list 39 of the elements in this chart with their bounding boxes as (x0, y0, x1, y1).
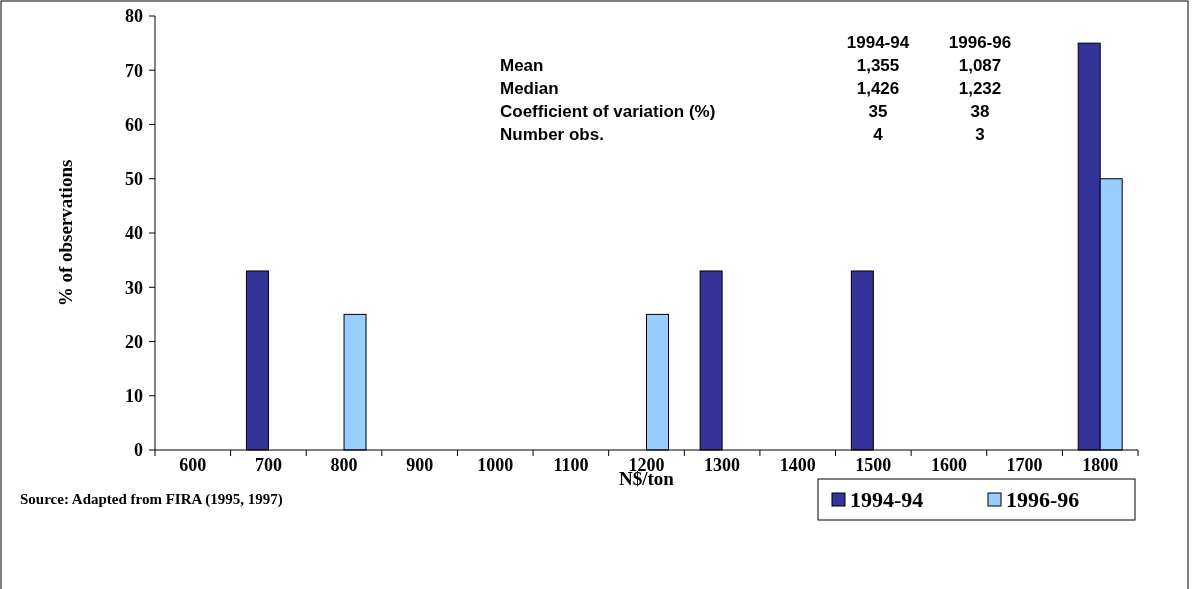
x-tick-label: 1500 (855, 455, 892, 475)
y-tick-label: 10 (125, 386, 143, 407)
annotation: 38 (970, 102, 990, 121)
x-tick-label: 700 (254, 455, 282, 475)
legend-label: 1994-94 (850, 487, 924, 512)
annotation: Number obs. (500, 125, 604, 144)
y-tick-label: 0 (134, 440, 143, 461)
y-tick-label: 70 (125, 60, 143, 81)
x-tick-label: 1400 (779, 455, 816, 475)
annotation: 3 (975, 125, 985, 144)
annotation: 4 (873, 125, 884, 144)
annotation: 1996-96 (948, 33, 1012, 52)
annotation: Mean (500, 56, 544, 75)
x-tick-label: 1300 (704, 455, 741, 475)
x-tick-label: 1000 (477, 455, 514, 475)
annotation: 1,355 (856, 56, 900, 75)
y-tick-label: 60 (125, 114, 143, 135)
x-tick-label: 1800 (1082, 455, 1119, 475)
annotation: Coefficient of variation (%) (500, 102, 716, 121)
y-axis-title: % of observations (55, 159, 76, 307)
y-tick-label: 80 (125, 6, 143, 27)
x-tick-label: 1600 (930, 455, 967, 475)
annotation: 1,232 (958, 79, 1002, 98)
annotation: 1994-94 (846, 33, 910, 52)
annotation: 1,426 (856, 79, 900, 98)
annotation: 35 (868, 102, 888, 121)
y-tick-label: 40 (125, 223, 143, 244)
y-tick-label: 20 (125, 331, 143, 352)
source-note: Source: Adapted from FIRA (1995, 1997) (20, 491, 283, 508)
y-tick-label: 50 (125, 169, 143, 190)
x-tick-label: 600 (179, 455, 207, 475)
x-tick-label: 1100 (553, 455, 589, 475)
x-tick-label: 1700 (1006, 455, 1043, 475)
annotation: 1,087 (958, 56, 1002, 75)
legend-label: 1996-96 (1006, 487, 1080, 512)
y-tick-label: 30 (125, 277, 143, 298)
x-tick-label: 900 (406, 455, 434, 475)
x-tick-label: 800 (330, 455, 358, 475)
annotation: Median (500, 79, 559, 98)
